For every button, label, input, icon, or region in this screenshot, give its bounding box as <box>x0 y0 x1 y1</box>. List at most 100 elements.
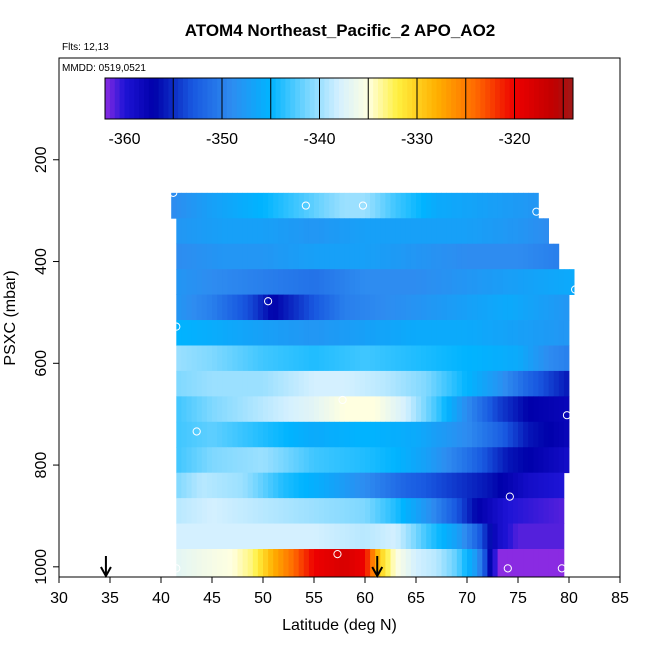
heatmap-cell <box>492 192 498 219</box>
heatmap-cell <box>293 498 300 524</box>
heatmap-cell <box>314 498 320 524</box>
heatmap-cell <box>283 549 289 578</box>
heatmap-cell <box>273 320 279 346</box>
heatmap-cell <box>436 320 442 346</box>
heatmap-cell <box>497 243 504 270</box>
x-tick-label: 70 <box>458 590 476 607</box>
heatmap-cell <box>339 421 345 448</box>
heatmap-cell <box>227 523 233 550</box>
heatmap-cell <box>227 243 233 270</box>
heatmap-cell <box>436 345 442 372</box>
colorbar-segment <box>246 78 252 119</box>
heatmap-cell <box>293 549 300 578</box>
heatmap-cell <box>400 523 407 550</box>
heatmap-cell <box>257 549 264 578</box>
heatmap-cell <box>181 269 187 295</box>
heatmap-cell <box>273 243 279 270</box>
heatmap-cell <box>405 498 412 524</box>
heatmap-cell <box>492 294 498 321</box>
colorbar-segment <box>475 78 481 119</box>
heatmap-cell <box>212 370 218 397</box>
heatmap-cell <box>502 472 509 499</box>
heatmap-cell <box>212 421 218 448</box>
heatmap-cell <box>308 472 315 499</box>
heatmap-cell <box>314 421 320 448</box>
heatmap-cell <box>252 294 259 321</box>
heatmap-cell <box>329 192 335 219</box>
heatmap-cell <box>181 498 187 524</box>
colorbar-segment <box>124 78 130 119</box>
colorbar-segment <box>382 78 389 119</box>
colorbar-segment <box>431 78 438 119</box>
heatmap-cell <box>222 421 228 448</box>
heatmap-cell <box>201 421 208 448</box>
heatmap-cell <box>308 218 315 245</box>
heatmap-cell <box>232 269 238 295</box>
heatmap-cell <box>298 549 305 578</box>
heatmap-cell <box>518 472 524 499</box>
heatmap-cell <box>487 370 493 397</box>
x-tick-label: 85 <box>611 590 629 607</box>
heatmap-cell <box>416 421 422 448</box>
heatmap-cell <box>472 320 478 346</box>
heatmap-cell <box>431 192 437 219</box>
heatmap-cell <box>298 218 305 245</box>
heatmap-cell <box>206 396 213 423</box>
heatmap-cell <box>237 320 243 346</box>
heatmap-cell <box>181 549 187 578</box>
heatmap-cell <box>472 498 478 524</box>
heatmap-cell <box>543 447 549 474</box>
heatmap-cell <box>201 218 208 245</box>
heatmap-cell <box>222 218 228 245</box>
heatmap-cell <box>349 243 356 270</box>
heatmap-cell <box>212 320 218 346</box>
heatmap-cell <box>257 345 264 372</box>
heatmap-cell <box>492 320 498 346</box>
heatmap-cell <box>288 549 294 578</box>
heatmap-cell <box>319 218 325 245</box>
heatmap-cell <box>538 218 544 245</box>
heatmap-cell <box>395 447 402 474</box>
heatmap-cell <box>186 447 192 474</box>
heatmap-cell <box>487 396 493 423</box>
heatmap-cell <box>212 523 218 550</box>
heatmap-cell <box>548 396 555 423</box>
heatmap-cell <box>533 243 539 270</box>
heatmap-cell <box>339 294 345 321</box>
heatmap-cell <box>339 218 345 245</box>
heatmap-cell <box>273 523 279 550</box>
heatmap-cell <box>543 294 549 321</box>
heatmap-cell <box>191 396 198 423</box>
heatmap-cell <box>421 320 427 346</box>
heatmap-cell <box>288 421 294 448</box>
heatmap-cell <box>512 320 519 346</box>
heatmap-cell <box>548 269 555 295</box>
x-tick-label: 55 <box>305 590 323 607</box>
heatmap-cell <box>431 472 437 499</box>
colorbar-segment <box>407 78 413 119</box>
heatmap-cell <box>252 498 259 524</box>
colorbar-segment <box>319 78 325 119</box>
heatmap-cell <box>257 396 264 423</box>
heatmap-cell <box>426 320 432 346</box>
heatmap-cell <box>385 345 391 372</box>
heatmap-cell <box>507 549 514 578</box>
heatmap-cell <box>370 243 376 270</box>
colorbar-segment <box>446 78 452 119</box>
heatmap-cell <box>482 421 488 448</box>
heatmap-cell <box>436 549 442 578</box>
heatmap-cell <box>273 421 279 448</box>
heatmap-cell <box>395 549 402 578</box>
colorbar-segment <box>529 78 535 119</box>
heatmap-cell <box>359 472 366 499</box>
heatmap-cell <box>257 218 264 245</box>
heatmap-cell <box>548 294 555 321</box>
heatmap-cell <box>461 370 468 397</box>
heatmap-cell <box>461 523 468 550</box>
heatmap-cell <box>528 320 534 346</box>
heatmap-cell <box>222 370 228 397</box>
heatmap-cell <box>512 472 519 499</box>
heatmap-cell <box>278 549 284 578</box>
heatmap-cell <box>232 218 238 245</box>
heatmap-cell <box>181 294 187 321</box>
